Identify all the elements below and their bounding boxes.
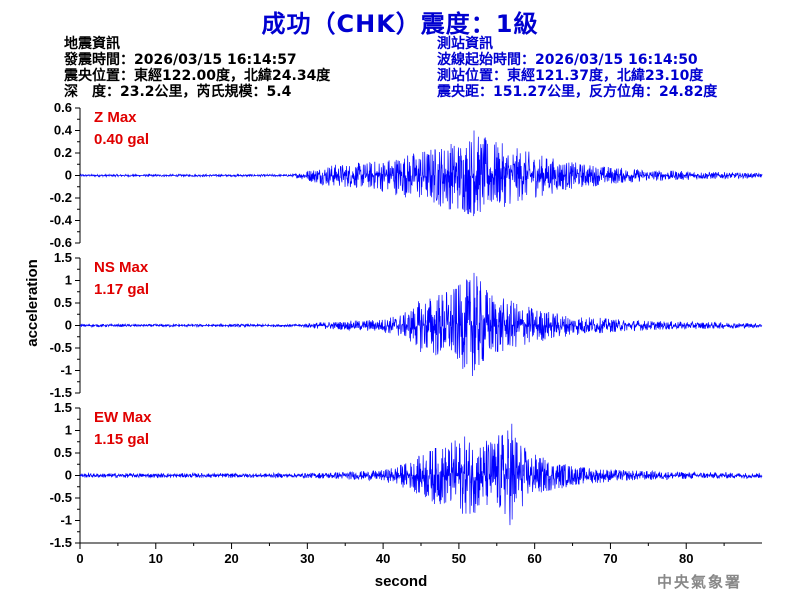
- y-tick-label: -1.5: [50, 385, 72, 400]
- x-tick-label: 70: [603, 551, 617, 566]
- waveform-trace-ew: [79, 423, 763, 526]
- y-tick-label: -1: [60, 513, 72, 528]
- panel-max-value: 1.17 gal: [94, 281, 149, 298]
- y-tick-label: 0.5: [54, 445, 72, 460]
- event-info-block: 地震資訊 發震時間：2026/03/15 16:14:57 震央位置：東經122…: [64, 36, 330, 100]
- event-epicenter: 震央位置：東經122.00度，北緯24.34度: [64, 68, 331, 84]
- y-tick-label: 0: [65, 318, 72, 333]
- y-tick-label: 0.4: [54, 123, 73, 138]
- agency-watermark: 中央氣象署: [657, 573, 743, 591]
- y-tick-label: -0.2: [50, 190, 72, 205]
- panel-max-value: 1.15 gal: [94, 431, 149, 448]
- event-info-heading: 地震資訊: [64, 36, 120, 52]
- panel-max-label: EW Max: [94, 409, 152, 426]
- y-tick-label: 1: [65, 273, 72, 288]
- y-tick-label: 1.5: [54, 400, 72, 415]
- y-tick-label: -0.5: [50, 490, 72, 505]
- y-tick-label: 0.6: [54, 100, 72, 115]
- station-info-block: 測站資訊 波線起始時間：2026/03/15 16:14:50 測站位置：東經1…: [437, 36, 717, 100]
- x-tick-label: 80: [679, 551, 693, 566]
- station-epicentral-distance: 震央距：151.27公里，反方位角：24.82度: [437, 84, 718, 100]
- waveform-trace-z: [79, 130, 763, 217]
- x-tick-label: 0: [76, 551, 83, 566]
- x-tick-label: 40: [376, 551, 390, 566]
- panel-ew: -1.5 -1 -0.5 0 0.5 1 1.5 EW Max 1.15 gal: [50, 400, 763, 550]
- panel-ns: -1.5 -1 -0.5 0 0.5 1 1.5 NS Max 1.17 gal: [50, 250, 763, 400]
- y-tick-label: 0.2: [54, 145, 72, 160]
- y-tick-label: -0.6: [50, 235, 72, 250]
- panel-max-label: NS Max: [94, 259, 149, 276]
- waveform-trace-ns: [79, 272, 763, 377]
- station-wave-start-time: 波線起始時間：2026/03/15 16:14:50: [437, 52, 698, 68]
- y-tick-label: -0.4: [50, 213, 73, 228]
- y-tick-label: -1.5: [50, 535, 72, 550]
- x-tick-label: 10: [149, 551, 163, 566]
- event-origin-time: 發震時間：2026/03/15 16:14:57: [64, 52, 297, 68]
- y-tick-label: 0.5: [54, 295, 72, 310]
- y-tick-label: 1.5: [54, 250, 72, 265]
- station-location: 測站位置：東經121.37度，北緯23.10度: [437, 68, 704, 84]
- x-tick-label: 60: [527, 551, 541, 566]
- chart-title: 成功（CHK）震度：1級: [261, 10, 539, 38]
- y-tick-label: 1: [65, 423, 72, 438]
- y-axis-title: acceleration: [24, 259, 41, 347]
- x-axis-title: second: [375, 573, 428, 590]
- panel-max-label: Z Max: [94, 109, 137, 126]
- x-tick-label: 20: [224, 551, 238, 566]
- x-tick-label: 30: [300, 551, 314, 566]
- station-info-heading: 測站資訊: [437, 36, 493, 52]
- event-depth-magnitude: 深 度：23.2公里，芮氏規模：5.4: [64, 84, 292, 100]
- x-tick-label: 50: [452, 551, 466, 566]
- y-tick-label: 0: [65, 168, 72, 183]
- panel-max-value: 0.40 gal: [94, 131, 149, 148]
- panel-z: -0.6 -0.4 -0.2 0 0.2 0.4 0.6 Z Max 0.40 gal: [50, 100, 763, 250]
- y-tick-label: 0: [65, 468, 72, 483]
- y-tick-label: -1: [60, 363, 72, 378]
- y-tick-label: -0.5: [50, 340, 72, 355]
